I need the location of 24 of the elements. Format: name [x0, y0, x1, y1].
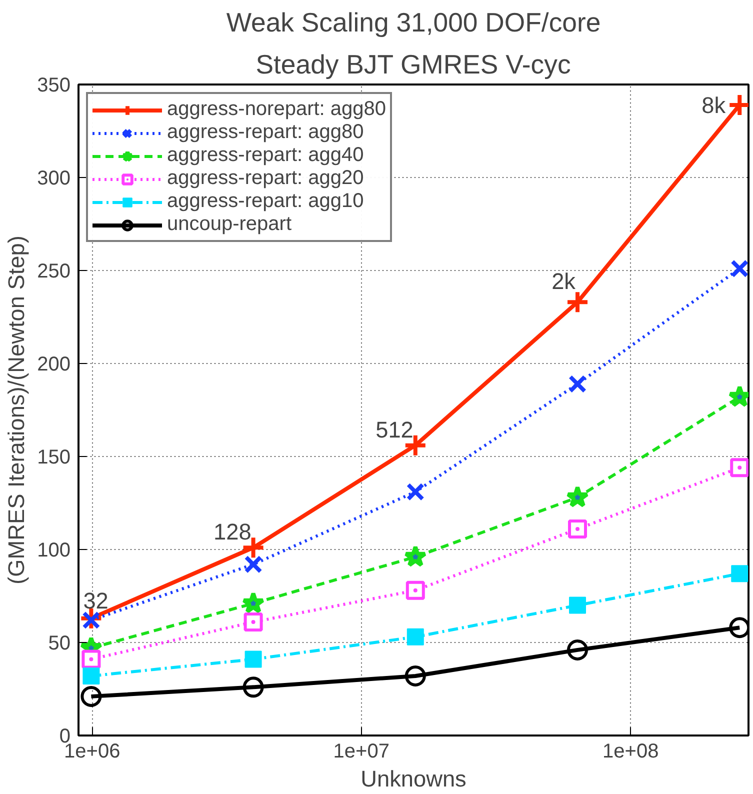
legend-label: aggress-repart: agg40 [167, 144, 364, 167]
annotation: 32 [83, 587, 108, 614]
y-tick-label: 150 [37, 446, 71, 468]
annotation: 2k [552, 268, 576, 294]
y-tick-label: 200 [37, 354, 71, 376]
x-axis-title: Unknowns [360, 766, 466, 792]
y-tick-label: 250 [37, 260, 71, 282]
x-tick-label: 1e+08 [602, 740, 659, 762]
y-tick-label: 300 [37, 168, 71, 190]
y-axis-title: (GMRES Iterations)/(Newton Step) [3, 236, 30, 584]
legend-label: uncoup-repart [167, 213, 292, 236]
legend-label: aggress-repart: agg20 [167, 167, 364, 190]
y-tick-label: 50 [48, 632, 71, 654]
legend-label: aggress-repart: agg10 [167, 190, 364, 213]
y-tick-label: 100 [37, 540, 71, 562]
annotation: 8k [702, 92, 726, 118]
legend-label: aggress-repart: agg80 [167, 121, 364, 144]
legend-label: aggress-norepart: agg80 [167, 98, 386, 121]
y-tick-label: 350 [37, 74, 71, 96]
chart-subtitle: Steady BJT GMRES V-cyc [256, 50, 571, 80]
annotation: 128 [213, 518, 252, 545]
chart-title: Weak Scaling 31,000 DOF/core [226, 8, 601, 38]
x-tick-label: 1e+07 [333, 740, 390, 762]
annotation: 512 [376, 416, 414, 442]
